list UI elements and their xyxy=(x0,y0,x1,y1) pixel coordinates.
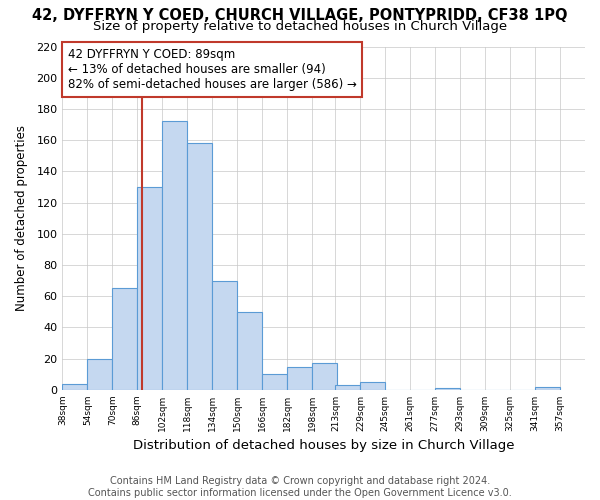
Text: Contains HM Land Registry data © Crown copyright and database right 2024.
Contai: Contains HM Land Registry data © Crown c… xyxy=(88,476,512,498)
X-axis label: Distribution of detached houses by size in Church Village: Distribution of detached houses by size … xyxy=(133,440,514,452)
Text: Size of property relative to detached houses in Church Village: Size of property relative to detached ho… xyxy=(93,20,507,33)
Text: 42 DYFFRYN Y COED: 89sqm
← 13% of detached houses are smaller (94)
82% of semi-d: 42 DYFFRYN Y COED: 89sqm ← 13% of detach… xyxy=(68,48,356,91)
Y-axis label: Number of detached properties: Number of detached properties xyxy=(15,125,28,311)
Bar xyxy=(237,312,262,390)
Bar xyxy=(112,288,137,390)
Bar xyxy=(137,187,162,390)
Bar xyxy=(88,358,112,390)
Bar xyxy=(535,387,560,390)
Bar xyxy=(262,374,287,390)
Bar xyxy=(212,280,237,390)
Bar xyxy=(187,144,212,390)
Bar xyxy=(312,364,337,390)
Bar xyxy=(335,385,361,390)
Bar xyxy=(62,384,88,390)
Bar xyxy=(435,388,460,390)
Bar xyxy=(162,122,187,390)
Bar xyxy=(287,366,312,390)
Bar xyxy=(361,382,385,390)
Text: 42, DYFFRYN Y COED, CHURCH VILLAGE, PONTYPRIDD, CF38 1PQ: 42, DYFFRYN Y COED, CHURCH VILLAGE, PONT… xyxy=(32,8,568,22)
